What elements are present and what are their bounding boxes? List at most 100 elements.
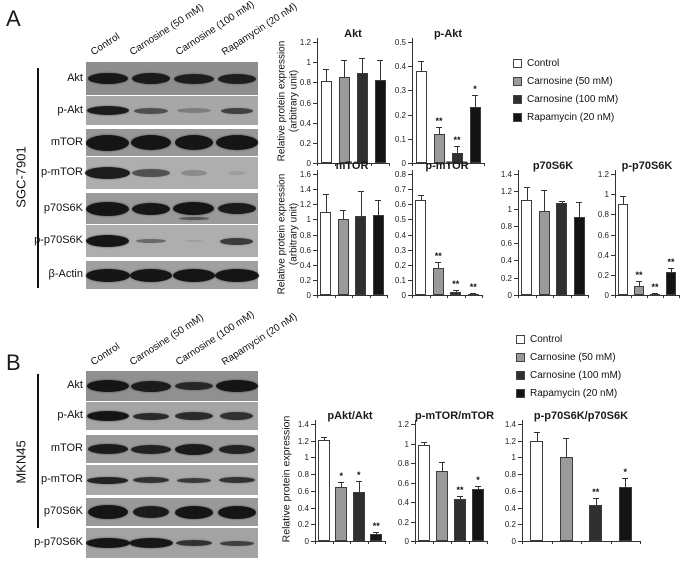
y-tick-label: 0 (511, 537, 516, 546)
legend-swatch (513, 58, 522, 68)
blot-row-label: p-p70S6K (34, 536, 83, 548)
legend-swatch (513, 112, 522, 122)
y-tick-label: 0 (401, 291, 406, 300)
y-tick-label: 1.6 (299, 170, 311, 179)
y-tick-label: 0.6 (297, 486, 309, 496)
error-bar (362, 58, 363, 74)
error-bar (475, 95, 476, 108)
y-tick-label: 0.2 (597, 270, 609, 280)
y-tick-label: 0.2 (500, 273, 512, 283)
y-tick (408, 279, 412, 281)
blot-strip (85, 157, 258, 189)
chart-title: p70S6K (532, 160, 574, 172)
error-cap (417, 195, 424, 197)
blot-band (85, 167, 130, 179)
chart-p-p70s6k: p-p70S6K 0 0.2 0.4 0.6 0.8 1 1.2 ** ** ** (589, 158, 681, 300)
significance-marker: * (476, 475, 480, 486)
error-bar (358, 480, 360, 492)
y-tick (408, 42, 412, 43)
x-tick (553, 295, 554, 298)
error-cap (421, 441, 427, 443)
blot-band (86, 201, 129, 216)
error-cap (472, 95, 478, 97)
blot-band (130, 135, 171, 150)
x-tick (663, 295, 664, 298)
chart-akt: Akt 0 0.2 0.4 0.6 0.8 1 1.2 (291, 26, 391, 168)
x-tick (317, 163, 318, 166)
blot-row-label: mTOR (50, 442, 83, 454)
blot-band (86, 235, 129, 247)
panel-a-legend: Control Carnosine (50 mM) Carnosine (100 m… (513, 54, 618, 126)
bar (320, 81, 332, 163)
x-tick (482, 295, 483, 298)
x-tick (535, 295, 537, 298)
blot-band (215, 380, 258, 392)
y-tick (611, 254, 615, 256)
y-tick (313, 249, 317, 251)
error-cap (355, 480, 362, 482)
error-bar (544, 189, 546, 212)
x-tick (551, 541, 553, 544)
y-tick-label: 1 (511, 453, 516, 463)
error-bar (478, 486, 479, 490)
x-tick (412, 295, 413, 298)
bar (415, 199, 427, 295)
legend-item: Control (516, 330, 621, 348)
y-tick (514, 191, 518, 193)
bar (589, 505, 603, 541)
blot-row-label: Akt (67, 379, 83, 391)
error-bar (420, 195, 422, 200)
error-bar (457, 146, 458, 154)
y-tick-label: 0 (404, 537, 409, 546)
x-tick (389, 163, 390, 166)
bar (454, 499, 466, 541)
y-tick (313, 204, 317, 206)
blot-row-label: p70S6K (43, 505, 83, 517)
x-tick (615, 295, 616, 298)
blot-band (220, 107, 253, 114)
y-tick (514, 277, 518, 279)
x-tick (332, 541, 334, 544)
bar (573, 217, 585, 295)
y-tick-label: 0.6 (597, 230, 609, 240)
y-tick (611, 194, 615, 196)
error-cap (323, 69, 329, 71)
blot-band (227, 171, 246, 175)
blot-row-label: β-Actin (48, 268, 83, 280)
blot-row-label: p-Akt (57, 103, 83, 116)
bar (338, 77, 350, 163)
y-tick (518, 490, 522, 492)
y-tick-label: 1 (306, 215, 311, 225)
y-tick (408, 114, 412, 116)
chart-title: pAkt/Akt (327, 410, 373, 422)
chart-p-mtor-mtor-ratio: p-mTOR/mTOR 0 0.2 0.4 0.6 0.8 1 1.2 ** * (389, 408, 494, 546)
y-tick (411, 482, 415, 484)
blot-strip (86, 193, 258, 224)
bar (335, 486, 348, 541)
blot-band (86, 106, 129, 115)
bar (556, 202, 568, 295)
panel-a-bracket (37, 68, 39, 288)
bar (666, 271, 676, 295)
y-tick-label: 0 (507, 291, 512, 300)
bar (472, 489, 484, 541)
bar (530, 440, 544, 541)
error-bar (595, 498, 597, 506)
blot-band (173, 73, 214, 84)
y-tick (313, 82, 317, 84)
legend-swatch (516, 388, 525, 398)
y-tick-label: 1.2 (504, 436, 516, 446)
y-tick (611, 174, 615, 175)
blot-band (130, 444, 171, 454)
x-tick (469, 541, 470, 544)
y-tick (313, 219, 317, 221)
legend-item: Carnosine (50 mM) (516, 348, 621, 366)
y-tick (514, 260, 518, 262)
error-cap (320, 437, 327, 439)
blot-band (220, 237, 253, 245)
y-tick (311, 474, 315, 476)
error-cap (373, 531, 380, 533)
x-tick (640, 541, 641, 544)
blot-band (133, 107, 168, 114)
y-tick (311, 424, 315, 425)
